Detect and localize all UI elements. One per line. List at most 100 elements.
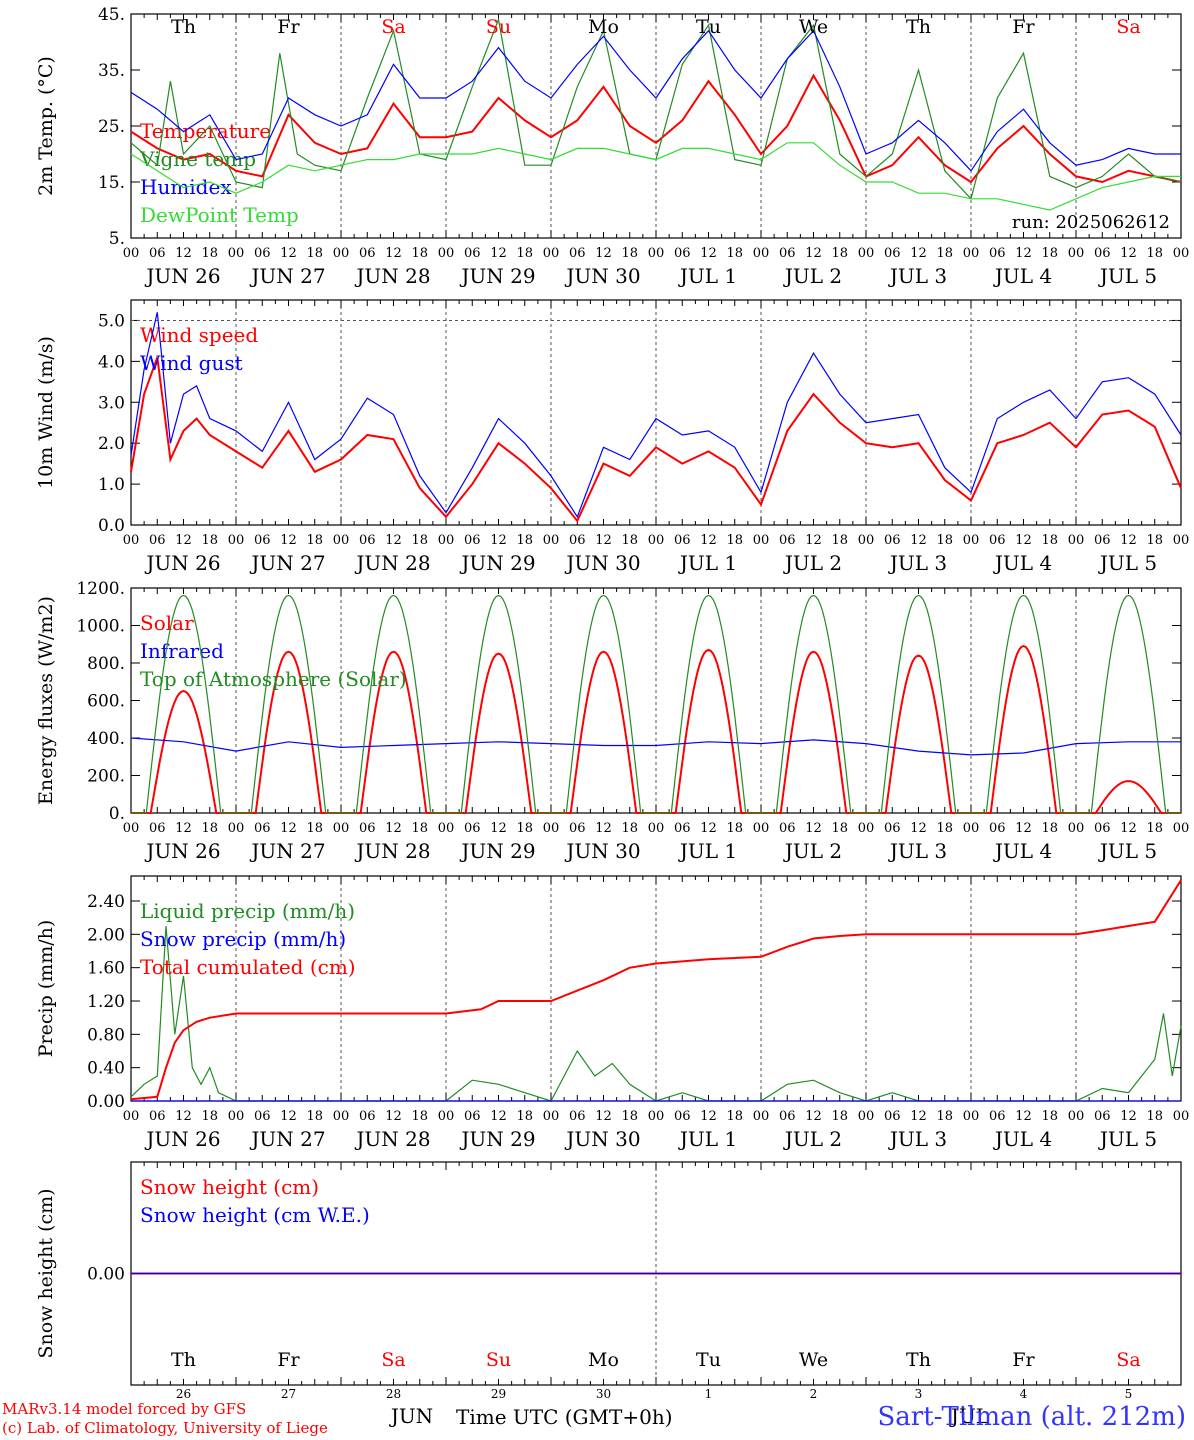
x-hour-label: 18 <box>936 533 953 548</box>
x-hour-label: 18 <box>621 1109 638 1124</box>
x-hour-label: 12 <box>1015 533 1032 548</box>
x-hour-label: 00 <box>858 533 875 548</box>
weekday-label-top: Mo <box>588 16 619 38</box>
x-hour-label: 18 <box>201 533 218 548</box>
x-day-label: JUL 4 <box>993 264 1052 288</box>
x-hour-label: 18 <box>201 821 218 836</box>
x-day-label: JUL 4 <box>993 551 1052 575</box>
legend-entry: Snow height (cm W.E.) <box>140 1203 370 1227</box>
x-hour-label: 18 <box>201 1109 218 1124</box>
x-hour-label: 06 <box>149 821 166 836</box>
x-hour-label: 18 <box>936 246 953 261</box>
x-hour-label: 00 <box>543 533 560 548</box>
x-day-label: JUN 27 <box>249 551 325 575</box>
x-hour-label: 06 <box>989 533 1006 548</box>
y-tick-label: 2.40 <box>87 892 125 912</box>
x-hour-label: 06 <box>149 533 166 548</box>
x-hour-label: 00 <box>228 821 245 836</box>
x-hour-label: 00 <box>1173 246 1190 261</box>
y-axis-label: 2m Temp. (°C) <box>35 56 57 196</box>
weekday-label-top: Su <box>486 16 511 38</box>
legend-entry: Wind speed <box>140 323 258 347</box>
legend-entry: Snow precip (mm/h) <box>140 927 346 951</box>
x-hour-label: 06 <box>254 246 271 261</box>
y-tick-label: 0.00 <box>87 1092 125 1112</box>
weekday-label-bottom: We <box>799 1349 828 1371</box>
weekday-label-top: Sa <box>381 16 405 38</box>
x-hour-label: 06 <box>569 533 586 548</box>
x-day-label: JUN 29 <box>459 839 535 863</box>
x-day-label: JUN 28 <box>354 1127 430 1151</box>
day-number-label: 1 <box>705 1387 713 1401</box>
x-hour-label: 12 <box>595 821 612 836</box>
x-hour-label: 12 <box>595 246 612 261</box>
x-hour-label: 18 <box>411 533 428 548</box>
weekday-label-bottom: Th <box>906 1349 931 1371</box>
legend-entry: Snow height (cm) <box>140 1175 319 1199</box>
x-hour-label: 18 <box>306 821 323 836</box>
x-hour-label: 12 <box>385 1109 402 1124</box>
x-hour-label: 12 <box>910 1109 927 1124</box>
x-hour-label: 18 <box>306 533 323 548</box>
x-day-label: JUN 27 <box>249 264 325 288</box>
day-number-label: 5 <box>1125 1387 1133 1401</box>
x-hour-label: 18 <box>831 246 848 261</box>
x-hour-label: 12 <box>1015 246 1032 261</box>
x-hour-label: 06 <box>779 533 796 548</box>
x-hour-label: 06 <box>1094 1109 1111 1124</box>
y-tick-label: 3.0 <box>98 393 125 413</box>
x-hour-label: 12 <box>1120 533 1137 548</box>
y-tick-label: 1000. <box>76 617 125 637</box>
x-hour-label: 00 <box>753 821 770 836</box>
x-hour-label: 18 <box>306 1109 323 1124</box>
panel-2-frame <box>130 587 1182 814</box>
x-hour-label: 00 <box>438 1109 455 1124</box>
weekday-label-top: We <box>799 16 828 38</box>
x-hour-label: 18 <box>1041 246 1058 261</box>
day-number-label: 4 <box>1020 1387 1028 1401</box>
x-day-label: JUL 1 <box>678 839 737 863</box>
weekday-label-top: Fr <box>277 16 300 38</box>
weekday-label-top: Th <box>906 16 931 38</box>
x-hour-label: 18 <box>1041 821 1058 836</box>
y-tick-label: 2.00 <box>87 925 125 945</box>
x-hour-label: 12 <box>280 533 297 548</box>
weekday-label-top: Tu <box>696 16 721 38</box>
x-hour-label: 06 <box>359 821 376 836</box>
y-axis-label: Snow height (cm) <box>35 1188 57 1358</box>
y-axis-label: 10m Wind (m/s) <box>35 336 57 489</box>
legend-entry: Solar <box>140 611 194 635</box>
x-hour-label: 06 <box>884 1109 901 1124</box>
x-hour-label: 06 <box>884 821 901 836</box>
credit-line-2: (c) Lab. of Climatology, University of L… <box>2 1419 328 1437</box>
x-hour-label: 06 <box>1094 821 1111 836</box>
weekday-label-bottom: Tu <box>696 1349 721 1371</box>
x-hour-label: 06 <box>569 1109 586 1124</box>
x-hour-label: 12 <box>595 1109 612 1124</box>
x-hour-label: 06 <box>359 246 376 261</box>
x-hour-label: 18 <box>936 821 953 836</box>
y-axis-label: Energy fluxes (W/m2) <box>35 596 57 805</box>
x-day-label: JUL 5 <box>1098 839 1157 863</box>
x-hour-label: 06 <box>674 1109 691 1124</box>
x-hour-label: 18 <box>1041 1109 1058 1124</box>
x-hour-label: 12 <box>1120 821 1137 836</box>
x-hour-label: 06 <box>1094 533 1111 548</box>
x-hour-label: 12 <box>1015 1109 1032 1124</box>
x-hour-label: 00 <box>858 1109 875 1124</box>
x-hour-label: 00 <box>1173 1109 1190 1124</box>
x-day-label: JUN 26 <box>144 551 220 575</box>
x-hour-label: 12 <box>175 1109 192 1124</box>
y-tick-label: 45. <box>98 5 125 25</box>
weekday-label-bottom: Sa <box>381 1349 405 1371</box>
x-hour-label: 06 <box>464 246 481 261</box>
x-hour-label: 18 <box>1146 821 1163 836</box>
x-hour-label: 00 <box>228 246 245 261</box>
weekday-label-bottom: Mo <box>588 1349 619 1371</box>
x-hour-label: 18 <box>516 246 533 261</box>
x-hour-label: 12 <box>280 821 297 836</box>
x-hour-label: 18 <box>936 1109 953 1124</box>
x-hour-label: 00 <box>963 821 980 836</box>
x-hour-label: 12 <box>700 1109 717 1124</box>
